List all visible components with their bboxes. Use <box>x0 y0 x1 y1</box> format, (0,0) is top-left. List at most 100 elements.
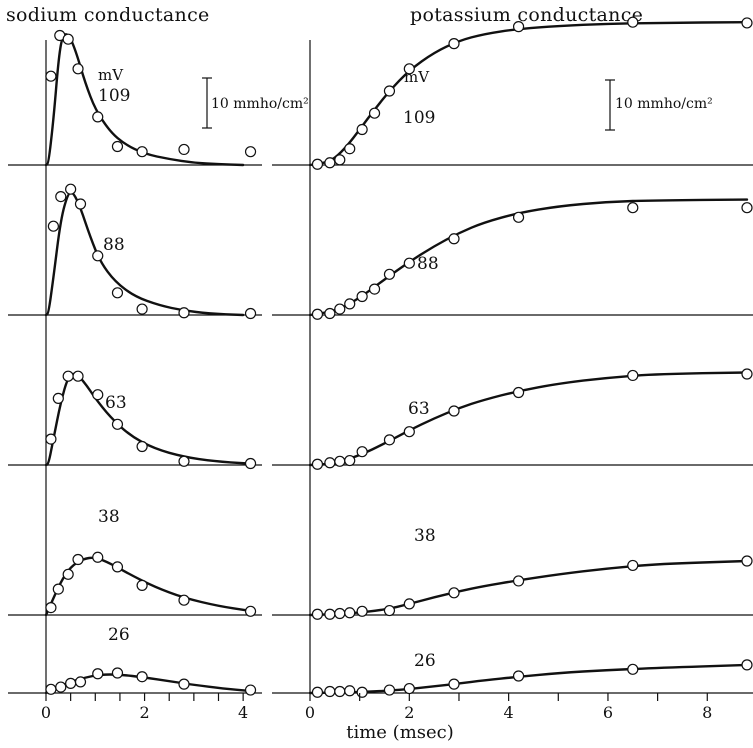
data-point <box>448 587 460 599</box>
data-point <box>111 561 124 573</box>
data-point <box>741 659 753 671</box>
x-tick-label: 2 <box>404 703 414 722</box>
data-point <box>448 405 460 417</box>
data-point <box>627 202 639 214</box>
data-point <box>368 107 381 119</box>
data-point <box>741 202 753 214</box>
potassium-panel-title: potassium conductance <box>410 4 644 26</box>
data-point <box>627 663 639 675</box>
data-point <box>111 287 124 299</box>
x-tick-label: 0 <box>305 703 315 722</box>
data-point <box>52 583 64 595</box>
mv-unit-label: mV <box>404 68 430 86</box>
trace-88mv <box>308 198 749 317</box>
data-point <box>334 154 346 166</box>
data-point <box>111 140 124 153</box>
data-point <box>368 283 381 295</box>
data-point <box>403 598 415 610</box>
x-tick-label: 2 <box>139 703 149 722</box>
data-point <box>344 685 356 697</box>
data-point <box>244 605 257 617</box>
data-point <box>334 607 346 620</box>
data-point <box>403 682 415 695</box>
data-point <box>627 369 639 382</box>
data-point <box>65 677 77 689</box>
data-point <box>403 257 415 269</box>
mv-unit-label: mV <box>98 66 124 84</box>
data-point <box>356 605 368 617</box>
data-point <box>741 17 753 29</box>
scale-bar-label: 10 mmho/cm² <box>615 96 713 112</box>
data-point <box>403 426 415 438</box>
data-point <box>72 63 84 75</box>
data-point <box>244 307 257 320</box>
data-point <box>383 604 396 617</box>
data-point <box>244 684 257 696</box>
sodium-panel-title: sodium conductance <box>6 4 210 26</box>
data-point <box>324 157 336 169</box>
sodium-conductance-panel: 109 88 63 38 26 0 2 4 mV 10 mmho/cm² <box>8 29 309 722</box>
data-point <box>512 21 525 33</box>
data-point <box>344 143 356 155</box>
data-point <box>136 303 148 315</box>
voltage-label-63: 63 <box>408 399 430 419</box>
data-point <box>512 670 525 682</box>
data-point <box>311 158 324 170</box>
data-point <box>178 143 190 156</box>
trace-109mv <box>308 21 749 167</box>
data-point <box>356 446 368 458</box>
trace-26mv <box>308 663 749 695</box>
data-point <box>741 368 753 380</box>
data-point <box>383 434 396 446</box>
data-point <box>356 290 368 303</box>
data-point <box>55 681 67 693</box>
data-point <box>136 671 148 683</box>
trace-88mv <box>44 191 245 317</box>
data-point <box>65 183 77 195</box>
voltage-label-38: 38 <box>414 526 436 546</box>
data-point <box>383 684 396 696</box>
data-point <box>45 683 57 695</box>
data-point <box>72 370 84 382</box>
data-point <box>52 392 64 404</box>
data-point <box>334 685 346 698</box>
data-point <box>62 568 74 580</box>
x-tick-label: 4 <box>238 703 248 722</box>
trace-63mv <box>308 371 749 467</box>
voltage-label-38: 38 <box>98 507 120 527</box>
data-point <box>324 307 336 320</box>
data-point <box>403 63 415 75</box>
data-point <box>178 455 190 467</box>
data-point <box>45 601 57 614</box>
data-point <box>448 38 460 50</box>
voltage-label-63: 63 <box>105 393 127 413</box>
data-point <box>627 559 639 572</box>
scale-bar-label: 10 mmho/cm² <box>211 96 309 112</box>
data-point <box>344 454 356 467</box>
data-point <box>448 233 460 245</box>
voltage-label-26: 26 <box>414 651 436 671</box>
data-point <box>334 303 346 315</box>
data-point <box>62 33 74 45</box>
data-point <box>356 686 368 698</box>
voltage-label-109: 109 <box>98 86 130 106</box>
data-point <box>92 668 104 680</box>
voltage-label-88: 88 <box>103 235 125 255</box>
data-point <box>92 551 104 563</box>
data-point <box>356 123 368 136</box>
voltage-label-88: 88 <box>417 254 439 274</box>
data-point <box>334 455 346 467</box>
data-point <box>92 389 104 401</box>
x-tick-label: 6 <box>603 703 613 722</box>
data-point <box>47 220 59 232</box>
data-point <box>311 458 324 470</box>
trace-38mv <box>308 559 749 617</box>
data-point <box>178 594 190 606</box>
data-point <box>627 16 639 28</box>
data-point <box>136 440 148 453</box>
data-point <box>311 686 324 698</box>
data-point <box>111 418 124 430</box>
data-point <box>324 608 336 620</box>
data-point <box>92 111 104 123</box>
